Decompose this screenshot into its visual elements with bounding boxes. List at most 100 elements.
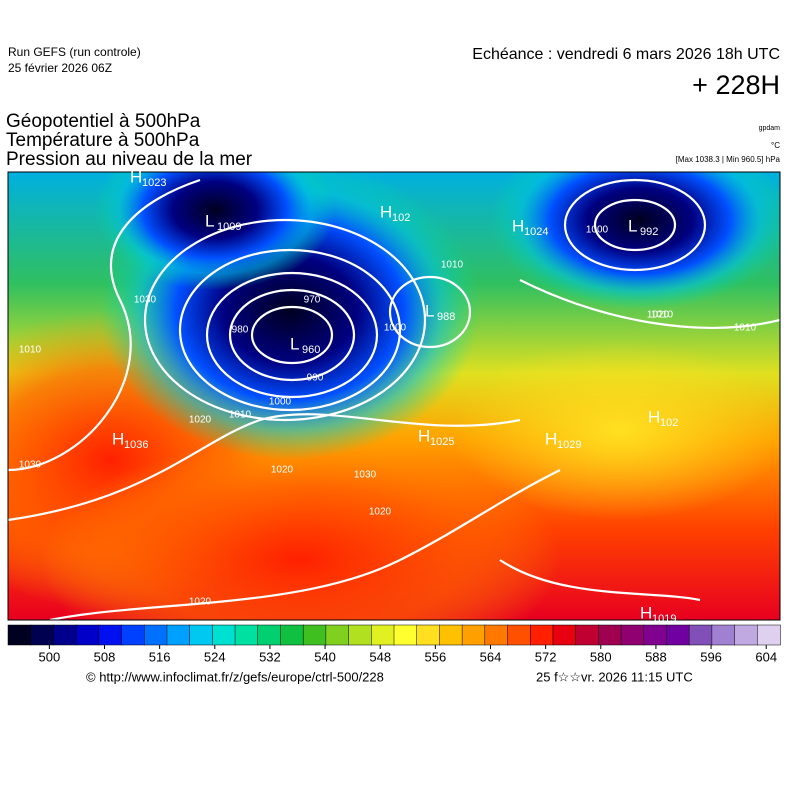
colorbar-swatch (234, 624, 259, 646)
colorbar-swatch (666, 624, 690, 646)
colorbar-swatch (643, 624, 668, 646)
center-kind: H (112, 429, 124, 448)
isobar-label: 1030 (354, 470, 377, 481)
colorbar-swatch (529, 624, 554, 646)
center-kind: L (290, 334, 299, 353)
colorbar-swatch (53, 624, 77, 646)
center-value: 1036 (124, 439, 148, 451)
field-title: Pression au niveau de la mer (6, 149, 253, 170)
colorbar-swatch (416, 624, 441, 646)
colorbar-tick-label: 572 (535, 649, 557, 664)
run-date: 25 février 2026 06Z (8, 61, 112, 75)
colorbar-tick-label: 580 (590, 649, 612, 664)
colorbar-swatch (484, 624, 509, 646)
colorbar-swatch (7, 624, 32, 646)
isobar-label: 970 (304, 295, 321, 306)
isobar-label: 980 (232, 325, 249, 336)
field-title: Température à 500hPa (6, 130, 200, 151)
isobar-label: 1010 (651, 310, 674, 321)
isobar-label: 1000 (384, 323, 407, 334)
center-value: 1019 (652, 613, 676, 625)
center-kind: H (130, 167, 142, 186)
unit-label: [Max 1038.3 | Min 960.5] hPa (676, 155, 781, 164)
center-value: 102 (392, 212, 410, 224)
isobar-label: 1010 (441, 260, 464, 271)
center-value: 988 (437, 311, 455, 323)
colorbar-swatch (507, 624, 531, 646)
center-kind: L (205, 211, 214, 230)
footer-url: © http://www.infoclimat.fr/z/gefs/europe… (86, 669, 384, 684)
colorbar-swatch (121, 624, 145, 646)
colorbar-tick-label: 532 (259, 649, 281, 664)
center-kind: H (418, 426, 430, 445)
colorbar-swatch (98, 624, 123, 646)
center-value: 1025 (430, 436, 454, 448)
center-value: 960 (302, 344, 320, 356)
isobar-label: 1020 (271, 465, 294, 476)
isobar-label: 1010 (19, 345, 42, 356)
center-kind: L (628, 216, 637, 235)
colorbar-tick-label: 508 (94, 649, 116, 664)
center-kind: H (512, 216, 524, 235)
field-title: Géopotentiel à 500hPa (6, 111, 201, 132)
footer-stamp: 25 f☆☆vr. 2026 11:15 UTC (536, 669, 693, 684)
colorbar-tick-label: 540 (314, 649, 336, 664)
valid-time: Echéance : vendredi 6 mars 2026 18h UTC (472, 46, 780, 63)
colorbar-swatch (439, 624, 463, 646)
colorbar-tick-label: 516 (149, 649, 171, 664)
isobar-label: 990 (307, 373, 324, 384)
isobar-label: 1020 (189, 415, 212, 426)
colorbar-swatch (325, 624, 350, 646)
unit-label: gpdam (759, 125, 781, 132)
colorbar-swatch (189, 624, 214, 646)
colorbar-tick-label: 596 (700, 649, 722, 664)
isobar-label: 1010 (734, 323, 757, 334)
center-value: 992 (640, 226, 658, 238)
colorbar-swatch (30, 624, 55, 646)
center-value: 1024 (524, 226, 548, 238)
center-value: 1029 (557, 439, 581, 451)
isobar-label: 1030 (134, 295, 157, 306)
center-value: 102 (660, 417, 678, 429)
center-kind: H (648, 407, 660, 426)
center-kind: H (380, 202, 392, 221)
center-value: 1023 (142, 177, 166, 189)
colorbar-tick-label: 500 (39, 649, 61, 664)
colorbar-swatch (212, 624, 236, 646)
colorbar-swatch (280, 624, 304, 646)
colorbar-swatch (143, 624, 168, 646)
colorbar-swatch (734, 624, 759, 646)
colorbar-swatch (393, 624, 418, 646)
colorbar-swatch (348, 624, 373, 646)
colorbar-swatch (575, 624, 600, 646)
colorbar-swatch (620, 624, 645, 646)
colorbar-swatch (371, 624, 395, 646)
colorbar-swatch (166, 624, 191, 646)
colorbar-swatch (688, 624, 713, 646)
colorbar-swatch (757, 624, 781, 646)
lead-time: + 228H (692, 70, 780, 100)
colorbar-swatch (461, 624, 486, 646)
colorbar-swatch (711, 624, 736, 646)
center-value: 1009 (217, 221, 241, 233)
isobar-label: 1020 (189, 597, 212, 608)
colorbar-swatch (302, 624, 327, 646)
colorbar-swatch (598, 624, 622, 646)
run-name: Run GEFS (run controle) (8, 45, 141, 59)
map-field (8, 172, 780, 620)
isobar-label: 1000 (586, 225, 609, 236)
isobar-label: 1020 (647, 310, 670, 321)
isobar-label: 1030 (19, 460, 42, 471)
isobar-label: 1020 (369, 507, 392, 518)
colorbar-tick-label: 604 (755, 649, 777, 664)
isobar-label: 1010 (229, 410, 252, 421)
center-kind: L (425, 301, 434, 320)
colorbar-swatch (552, 624, 577, 646)
colorbar-swatch (257, 624, 282, 646)
colorbar-tick-label: 564 (480, 649, 502, 664)
center-kind: H (640, 603, 652, 622)
unit-label: °C (771, 141, 780, 150)
colorbar-tick-label: 524 (204, 649, 226, 664)
